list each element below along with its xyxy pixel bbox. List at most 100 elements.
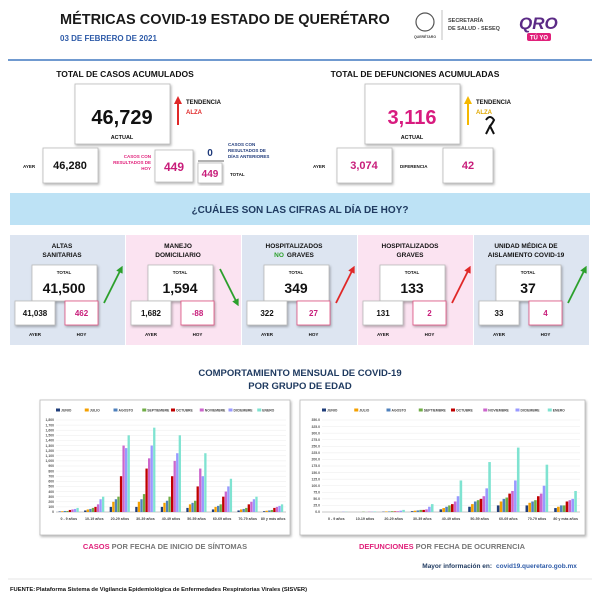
bar [225,492,227,512]
x-tick-label: 10-19 años [356,517,375,521]
bar [64,511,66,512]
cases-previous: 0 [207,148,213,159]
y-tick-label: 75.0 [313,490,320,494]
legend-label: SEPTIEMBRE [424,408,447,412]
chart-panel [300,400,585,535]
legend-label: ENERO [262,408,274,412]
legend-swatch [516,409,520,412]
label: AYER [377,332,390,337]
bar [411,511,414,512]
card-hoy: 462 [75,309,89,318]
bar [148,458,150,512]
legend-swatch [548,409,552,412]
bar [566,501,569,512]
bar [563,505,566,512]
bar [417,510,420,512]
y-tick-label: 500 [48,485,54,489]
bar [168,497,170,512]
bar [110,507,112,512]
card-title: AISLAMIENTO COVID-19 [488,252,565,259]
card-ayer: 41,038 [23,309,48,318]
bar [571,499,574,512]
legend-label: NOVIEMBRE [205,408,226,412]
label: HOY [193,332,203,337]
url[interactable]: covid19.queretaro.gob.mx [496,563,577,570]
legend-swatch [419,409,423,412]
bar [500,501,503,512]
y-tick-label: 350.0 [312,418,321,422]
card-title-accent: NO [274,252,284,259]
bar [143,494,145,512]
bar [230,479,232,512]
label: AYER [313,164,326,169]
card-hoy: 4 [543,309,548,318]
deaths-diff: 42 [462,160,474,172]
bar [428,507,431,512]
legend-swatch [483,409,487,412]
y-tick-label: 125.0 [312,477,321,481]
y-tick-label: 700 [48,474,54,478]
y-tick-label: 0 [52,510,54,514]
y-tick-label: 275.0 [312,438,321,442]
legend-swatch [171,409,175,412]
x-tick-label: 20-29 años [111,517,130,521]
bar [125,448,127,512]
legend-swatch [114,409,118,412]
x-tick-label: 10-19 años [85,517,104,521]
card-hoy: -88 [192,309,204,318]
y-tick-label: 1,100 [46,454,55,458]
bar [448,505,451,512]
bar [140,499,142,512]
bar [511,491,514,512]
bar [268,510,270,512]
chart-panel [40,400,290,535]
card-title: ALTAS [52,243,73,250]
y-tick-label: 325.0 [312,425,321,429]
bar [212,509,214,512]
legend-label: DICIEMBRE [521,408,541,412]
bar [574,491,577,512]
y-tick-label: 1,800 [46,418,55,422]
bar [74,509,76,512]
bar [483,496,486,512]
card-title: GRAVES [397,252,425,259]
cases-total: 449 [202,169,219,180]
bar [120,476,122,512]
trend: ALZA [186,110,203,116]
bar [485,488,488,512]
y-tick-label: 300.0 [312,431,321,435]
bar [263,511,265,512]
bar [138,502,140,512]
x-tick-label: 40-49 años [442,517,461,521]
deaths-actual: 3,116 [388,107,437,129]
legend-label: JUNIO [61,408,72,412]
bar [61,511,63,512]
y-tick-label: 1,000 [46,459,55,463]
bar [431,504,434,512]
caption: DEFUNCIONES POR FECHA DE OCURRENCIA [359,542,526,551]
bar [199,469,201,512]
bar [480,499,483,512]
label: AYER [261,332,274,337]
more-label: Mayor información en: [422,563,492,570]
bar [394,511,397,512]
bar [117,497,119,512]
title: MÉTRICAS COVID-19 ESTADO DE QUERÉTARO [60,11,390,28]
bar [517,448,520,512]
seal-caption: QUERÉTARO [414,34,436,39]
bar [240,509,242,512]
label: TENDENCIA [476,100,512,106]
bar [281,504,283,512]
card-ayer: 322 [260,309,274,318]
card-ayer: 33 [495,309,504,318]
y-tick-label: 50.0 [313,497,320,501]
bar [171,476,173,512]
bar [402,510,405,512]
legend-swatch [451,409,455,412]
x-tick-label: 20-29 años [384,517,403,521]
legend-swatch [354,409,358,412]
bar [388,511,391,512]
x-tick-label: 30-39 años [413,517,432,521]
secretaria: DE SALUD - SESEQ [448,26,501,32]
